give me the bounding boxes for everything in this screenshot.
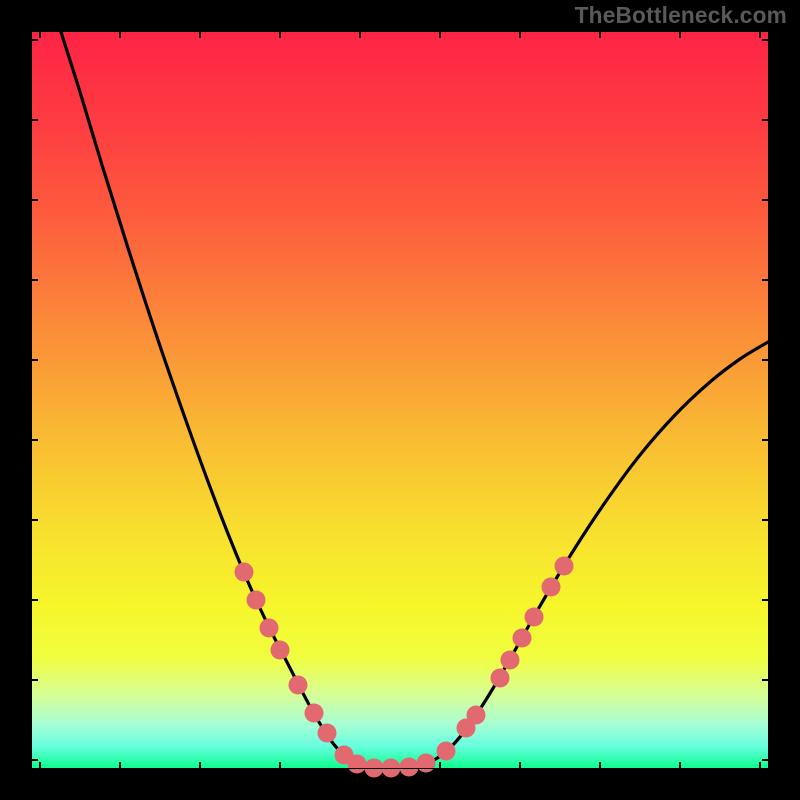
curve-marker (501, 651, 520, 670)
curve-marker (400, 758, 419, 777)
chart-wrapper: TheBottleneck.com (0, 0, 800, 800)
curve-marker (271, 641, 290, 660)
curve-marker (513, 629, 532, 648)
plot-area (32, 32, 768, 768)
curve-marker (305, 704, 324, 723)
curve-marker (467, 706, 486, 725)
curve-marker (417, 754, 436, 773)
curve-marker (318, 724, 337, 743)
curve-marker (491, 669, 510, 688)
chart-svg (0, 0, 800, 800)
curve-marker (525, 608, 544, 627)
curve-marker (348, 755, 367, 774)
curve-marker (260, 619, 279, 638)
curve-marker (542, 578, 561, 597)
curve-marker (437, 742, 456, 761)
curve-marker (555, 557, 574, 576)
curve-marker (247, 591, 266, 610)
curve-marker (289, 676, 308, 695)
curve-marker (235, 563, 254, 582)
